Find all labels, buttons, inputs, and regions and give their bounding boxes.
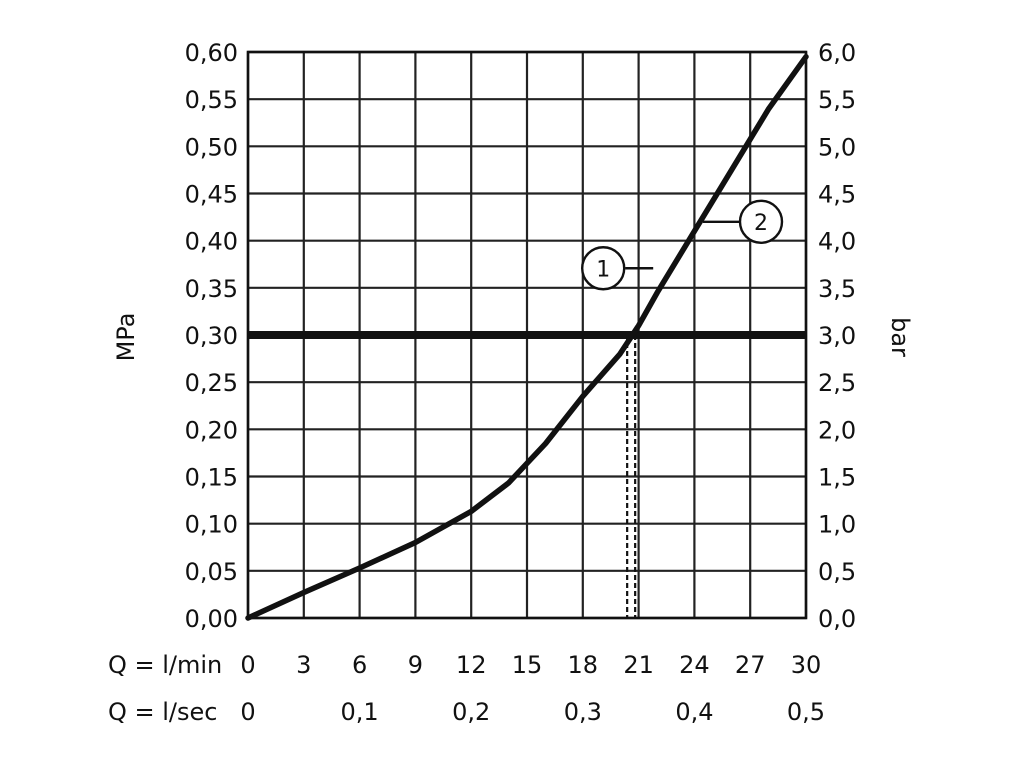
- y-left-axis-label: MPa: [112, 313, 140, 362]
- x-lmin-ticks: 0 3 6 9 12 15 18 21 24 27 30: [240, 651, 821, 679]
- y-right-tick-label: 3,0: [818, 322, 856, 350]
- y-right-tick-label: 1,0: [818, 511, 856, 539]
- y-right-tick-label: 1,5: [818, 464, 856, 492]
- x-lsec-tick-label: 0,5: [787, 698, 825, 726]
- x-lmin-tick-label: 9: [408, 651, 423, 679]
- dashed-flow-marker: [626, 335, 637, 618]
- callout-2-circle: [738, 199, 784, 245]
- y-left-tick-label: 0,05: [185, 558, 238, 586]
- y-left-tick-label: 0,10: [185, 511, 238, 539]
- x-lsec-axis-label: Q = l/sec: [108, 698, 217, 726]
- y-left-tick-label: 0,35: [185, 275, 238, 303]
- x-lsec-tick-label: 0,3: [564, 698, 602, 726]
- x-lmin-tick-label: 15: [512, 651, 543, 679]
- y-right-tick-label: 5,0: [818, 133, 856, 161]
- y-right-ticks: 0,0 0,5 1,0 1,5 2,0 2,5 3,0 3,5 4,0 4,5 5,0 5,5 6,0: [818, 39, 856, 633]
- y-left-tick-label: 0,40: [185, 228, 238, 256]
- x-lmin-tick-label: 27: [735, 651, 766, 679]
- y-right-tick-label: 4,0: [818, 228, 856, 256]
- callout-2-label: 2: [754, 211, 768, 236]
- y-left-tick-label: 0,00: [185, 605, 238, 633]
- y-left-tick-label: 0,25: [185, 369, 238, 397]
- x-lmin-tick-label: 3: [296, 651, 311, 679]
- y-right-tick-label: 4,5: [818, 181, 856, 209]
- y-left-tick-label: 0,60: [185, 39, 238, 67]
- x-lsec-tick-label: 0,1: [341, 698, 379, 726]
- x-lsec-ticks: 0 0,1 0,2 0,3 0,4 0,5: [240, 698, 825, 726]
- x-lmin-axis-label: Q = l/min: [108, 651, 222, 679]
- y-right-tick-label: 0,0: [818, 605, 856, 633]
- y-left-tick-label: 0,15: [185, 464, 238, 492]
- x-lsec-tick-label: 0,2: [452, 698, 490, 726]
- y-left-tick-label: 0,30: [185, 322, 238, 350]
- x-lmin-tick-label: 12: [456, 651, 487, 679]
- callout-1-label: 1: [596, 257, 610, 282]
- y-left-tick-label: 0,20: [185, 416, 238, 444]
- y-left-ticks: 0,00 0,05 0,10 0,15 0,20 0,25 0,30 0,35 0,40 0,45…: [185, 39, 238, 633]
- callout-markers: 12: [581, 199, 784, 291]
- y-right-tick-label: 2,0: [818, 416, 856, 444]
- x-lmin-tick-label: 30: [791, 651, 822, 679]
- series-line: [245, 53, 809, 621]
- y-left-tick-label: 0,50: [185, 133, 238, 161]
- y-right-axis-label: bar: [886, 317, 914, 357]
- x-lmin-tick-label: 0: [240, 651, 255, 679]
- x-lmin-tick-label: 6: [352, 651, 367, 679]
- y-right-tick-label: 0,5: [818, 558, 856, 586]
- callout-1-circle: [581, 246, 626, 291]
- x-lmin-tick-label: 21: [623, 651, 654, 679]
- x-lsec-tick-label: 0: [240, 698, 255, 726]
- y-left-tick-label: 0,45: [185, 181, 238, 209]
- y-right-tick-label: 5,5: [818, 86, 856, 114]
- x-lmin-tick-label: 24: [679, 651, 710, 679]
- x-lmin-tick-label: 18: [568, 651, 599, 679]
- y-right-tick-label: 3,5: [818, 275, 856, 303]
- y-left-tick-label: 0,55: [185, 86, 238, 114]
- series-curve: [245, 53, 809, 621]
- y-right-tick-label: 2,5: [818, 369, 856, 397]
- x-lsec-tick-label: 0,4: [675, 698, 713, 726]
- y-right-tick-label: 6,0: [818, 39, 856, 67]
